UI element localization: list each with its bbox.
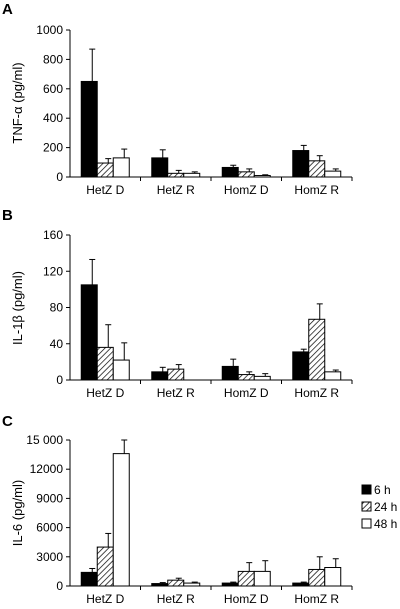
- legend-swatch-6h: [361, 484, 372, 495]
- y-tick-label: 1000: [36, 23, 63, 37]
- category-label: HetZ D: [86, 386, 124, 400]
- category-label: HetZ R: [157, 592, 195, 606]
- bar-24h: [167, 368, 185, 381]
- y-tick-label: 12000: [30, 462, 64, 476]
- bar-24h: [308, 318, 326, 381]
- bar-48h: [253, 375, 271, 381]
- bar-6h: [80, 284, 98, 381]
- panel-a-chart: 0 200 400 600 800 1000 TNF-α (pg/ml) HetZ D HetZ…: [10, 23, 353, 197]
- bar-24h: [167, 172, 185, 178]
- y-tick-label: 40: [50, 337, 64, 351]
- bar-6h: [151, 371, 169, 381]
- y-tick-label: 0: [56, 373, 63, 387]
- panel-b-chart: 0 40 80 120 160 IL-1β (pg/ml) HetZ D HetZ R HomZ…: [10, 228, 353, 400]
- legend-swatch-48h: [361, 518, 372, 529]
- bar-24h: [96, 346, 114, 381]
- category-label: HomZ R: [294, 592, 339, 606]
- y-axis-label: IL-1β (pg/ml): [10, 271, 25, 345]
- bar-48h: [253, 570, 271, 587]
- bar-24h: [167, 579, 185, 587]
- bar-48h: [112, 453, 130, 587]
- y-axis-label: IL-6 (pg/ml): [10, 480, 25, 546]
- bar-6h: [221, 365, 239, 381]
- bar-48h: [253, 175, 271, 178]
- bar-6h: [151, 583, 169, 587]
- bar-24h: [237, 570, 255, 587]
- y-tick-label: 160: [43, 228, 63, 242]
- bar-6h: [221, 582, 239, 587]
- bar-48h: [324, 371, 342, 381]
- category-label: HetZ D: [86, 183, 124, 197]
- y-tick-label: 0: [56, 579, 63, 593]
- category-label: HetZ R: [157, 183, 195, 197]
- panel-letter-c: C: [2, 413, 13, 430]
- category-label: HomZ R: [294, 386, 339, 400]
- y-tick-label: 600: [43, 82, 63, 96]
- bar-48h: [183, 582, 201, 587]
- category-label: HetZ R: [157, 386, 195, 400]
- bar-24h: [96, 162, 114, 178]
- category-label: HomZ R: [294, 183, 339, 197]
- bar-24h: [308, 160, 326, 178]
- y-tick-label: 3000: [36, 550, 63, 564]
- bar-6h: [151, 157, 169, 178]
- bar-6h: [292, 582, 310, 587]
- panel-letter-a: A: [2, 1, 13, 18]
- y-tick-label: 200: [43, 141, 63, 155]
- bar-48h: [112, 157, 130, 178]
- y-tick-label: 400: [43, 111, 63, 125]
- bar-48h: [324, 170, 342, 178]
- y-tick-label: 80: [50, 301, 64, 315]
- bar-6h: [221, 166, 239, 178]
- y-tick-label: 9000: [36, 491, 63, 505]
- category-label: HomZ D: [224, 183, 269, 197]
- y-tick-label: 15 000: [26, 433, 63, 447]
- bar-24h: [237, 374, 255, 381]
- bar-48h: [324, 567, 342, 587]
- category-label: HomZ D: [224, 592, 269, 606]
- legend-label-6h: 6 h: [374, 483, 391, 497]
- y-tick-label: 0: [56, 170, 63, 184]
- legend-label-48h: 48 h: [374, 517, 397, 531]
- y-axis-label: TNF-α (pg/ml): [10, 62, 25, 143]
- bar-6h: [292, 351, 310, 381]
- bar-6h: [292, 150, 310, 178]
- y-tick-label: 6000: [36, 521, 63, 535]
- panel-letter-b: B: [2, 207, 13, 224]
- y-tick-label: 800: [43, 52, 63, 66]
- bar-24h: [308, 568, 326, 587]
- legend: 6 h 24 h 48 h: [361, 483, 397, 531]
- category-label: HomZ D: [224, 386, 269, 400]
- bar-6h: [80, 571, 98, 587]
- y-tick-label: 120: [43, 264, 63, 278]
- legend-swatch-24h: [361, 501, 372, 512]
- bar-48h: [112, 359, 130, 381]
- category-label: HetZ D: [86, 592, 124, 606]
- bar-24h: [237, 171, 255, 178]
- bar-6h: [80, 80, 98, 178]
- panel-c-chart: 0 3000 6000 9000 12000 15 000 IL-6 (pg/ml) HetZ…: [10, 433, 353, 606]
- bar-24h: [96, 546, 114, 587]
- bar-48h: [183, 172, 201, 178]
- legend-label-24h: 24 h: [374, 500, 397, 514]
